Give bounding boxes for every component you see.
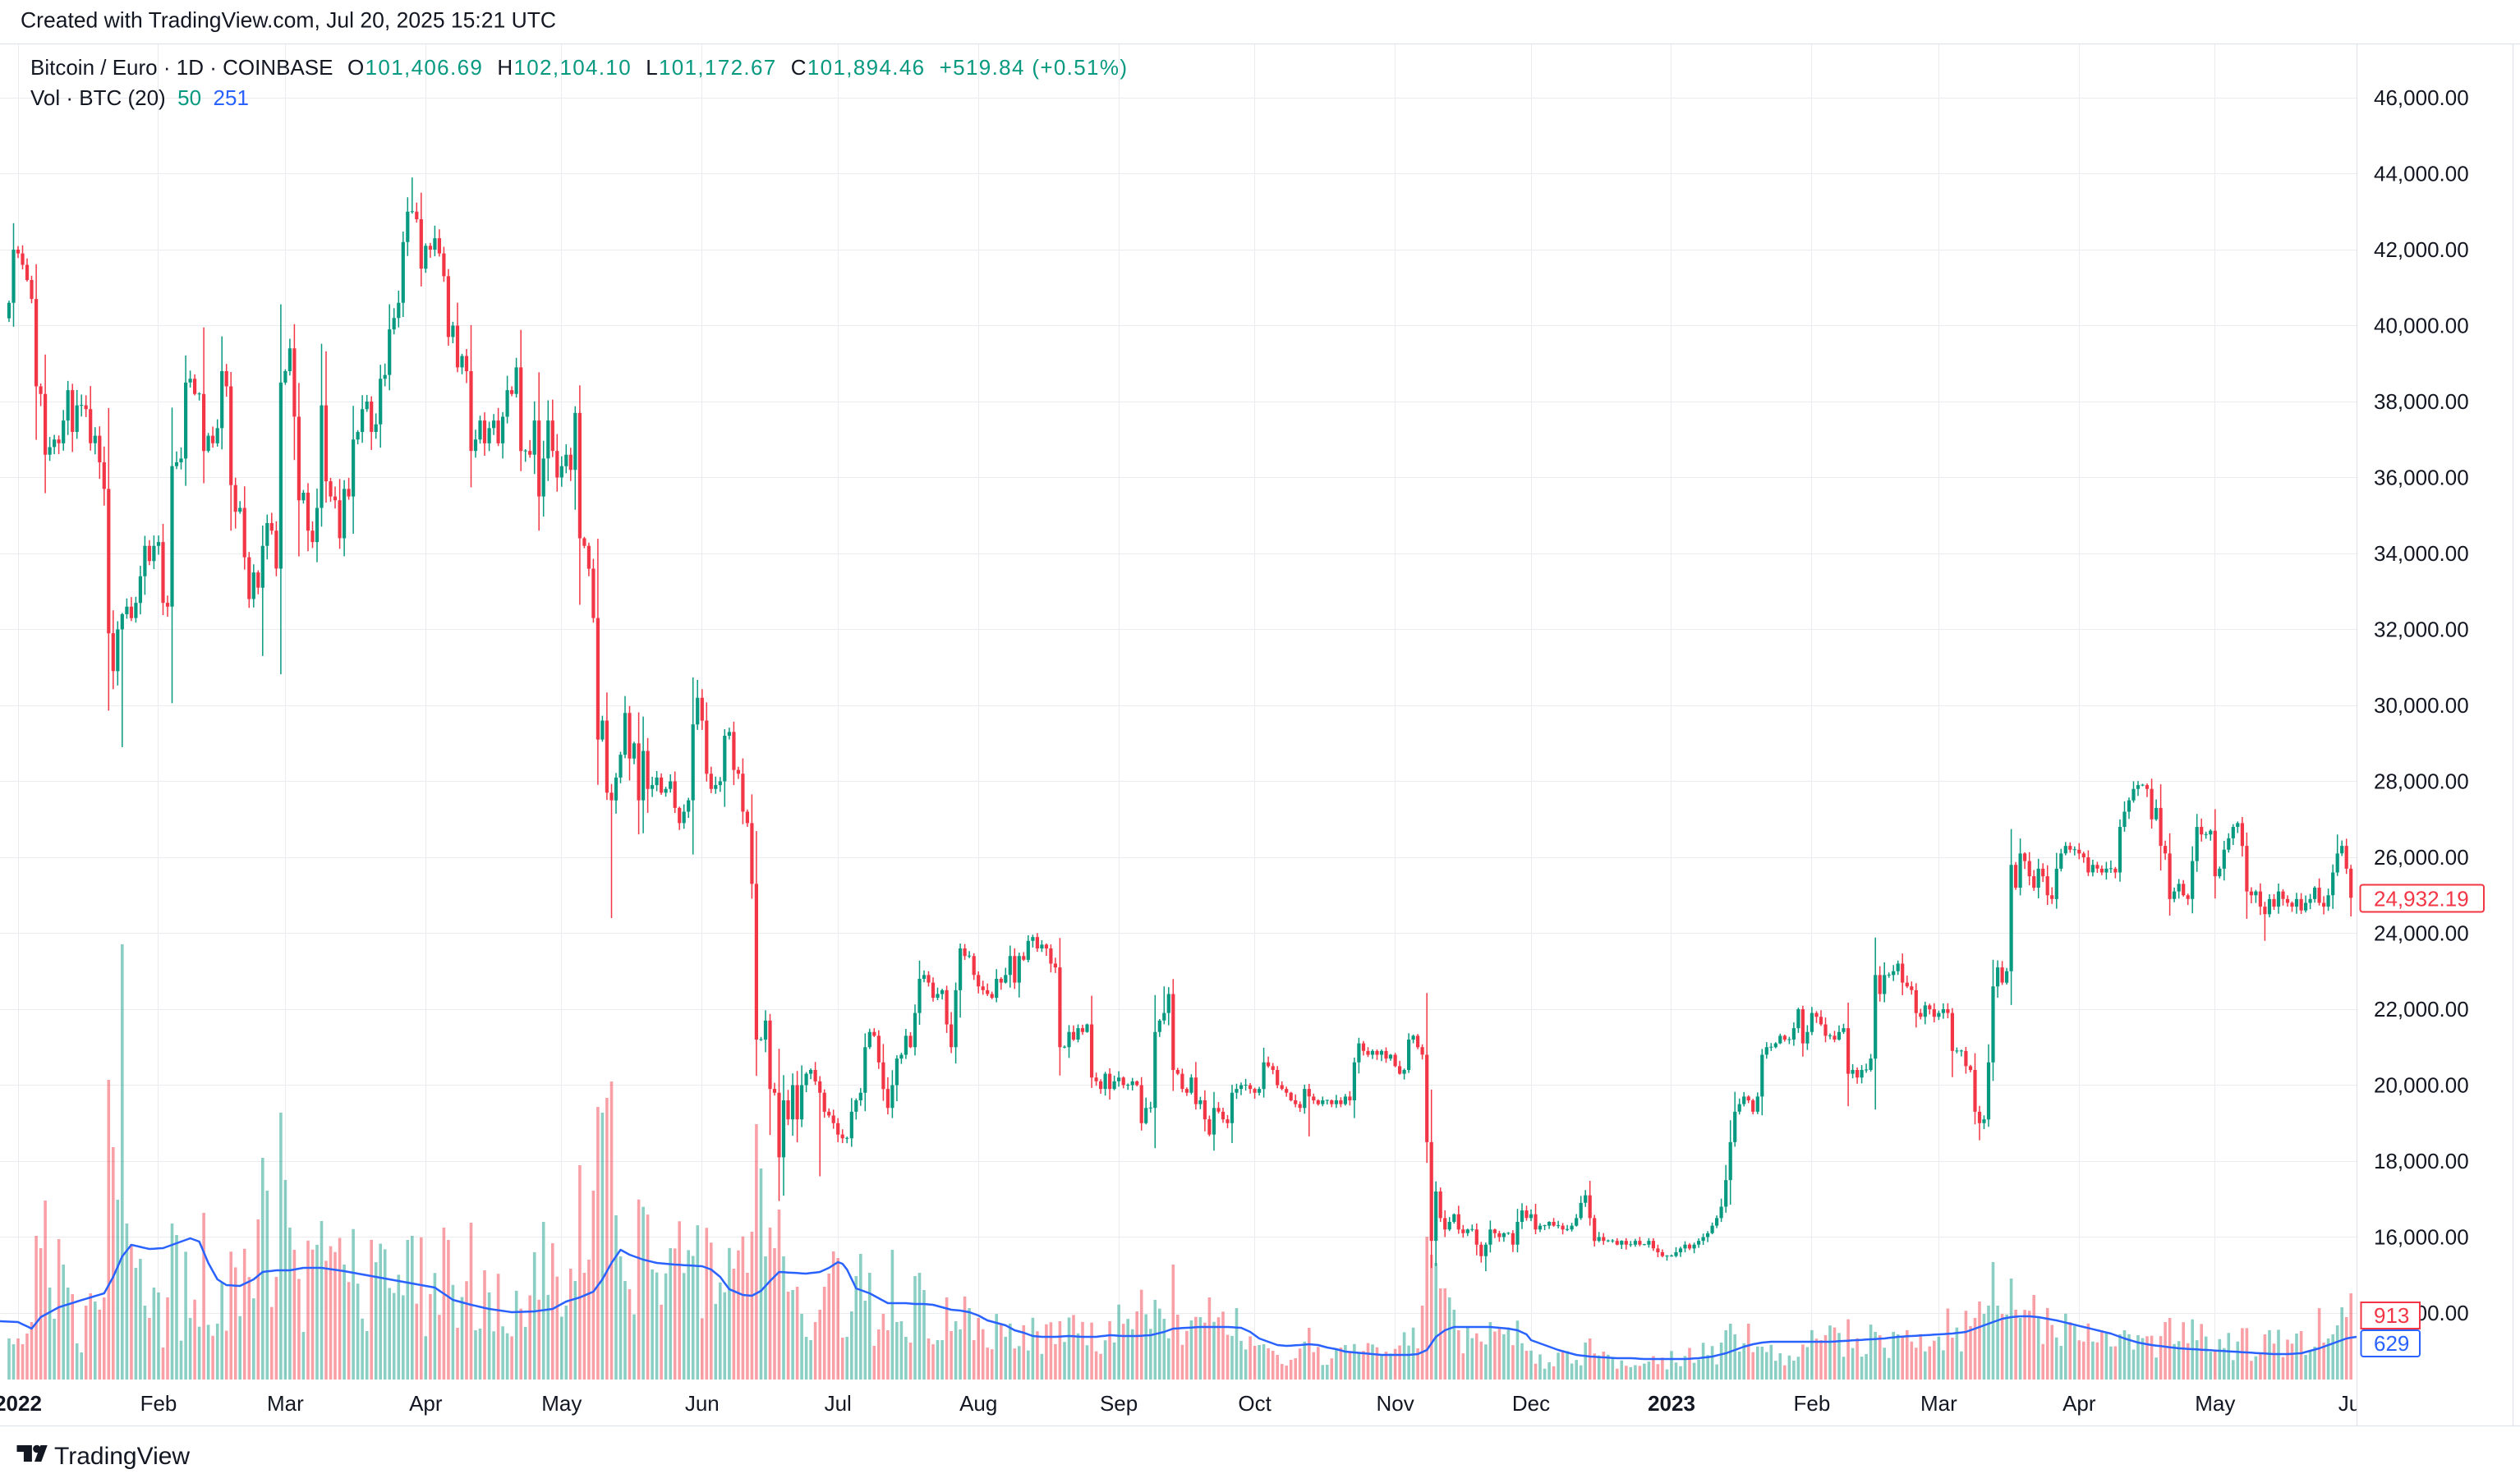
svg-text:Bitcoin / Euro · 1D · COINBASE: Bitcoin / Euro · 1D · COINBASE: [30, 55, 333, 80]
svg-text:30,000.00: 30,000.00: [2374, 693, 2469, 718]
svg-text:Feb: Feb: [140, 1391, 177, 1416]
svg-text:38,000.00: 38,000.00: [2374, 389, 2469, 414]
svg-text:42,000.00: 42,000.00: [2374, 237, 2469, 262]
svg-text:629: 629: [2374, 1331, 2409, 1356]
svg-text:Mar: Mar: [267, 1391, 304, 1416]
svg-text:2022: 2022: [0, 1391, 42, 1416]
svg-text:May: May: [2195, 1391, 2235, 1416]
svg-text:46,000.00: 46,000.00: [2374, 85, 2469, 110]
svg-text:Vol · BTC (20) 50 251: Vol · BTC (20) 50 251: [30, 85, 249, 110]
svg-text:24,932.19: 24,932.19: [2374, 887, 2469, 911]
svg-text:Nov: Nov: [1376, 1391, 1414, 1416]
svg-text:20,000.00: 20,000.00: [2374, 1073, 2469, 1098]
svg-text:Oct: Oct: [1238, 1391, 1271, 1416]
svg-text:913: 913: [2374, 1303, 2409, 1328]
svg-text:34,000.00: 34,000.00: [2374, 541, 2469, 566]
svg-text:Feb: Feb: [1793, 1391, 1830, 1416]
svg-text:40,000.00: 40,000.00: [2374, 314, 2469, 338]
svg-text:Mar: Mar: [1920, 1391, 1957, 1416]
svg-text:36,000.00: 36,000.00: [2374, 466, 2469, 490]
svg-text:TradingView: TradingView: [54, 1443, 190, 1470]
svg-text:28,000.00: 28,000.00: [2374, 769, 2469, 794]
svg-text:18,000.00: 18,000.00: [2374, 1149, 2469, 1173]
svg-text:44,000.00: 44,000.00: [2374, 162, 2469, 186]
svg-text:2023: 2023: [1648, 1391, 1695, 1416]
svg-text:22,000.00: 22,000.00: [2374, 997, 2469, 1022]
svg-text:24,000.00: 24,000.00: [2374, 921, 2469, 946]
svg-text:32,000.00: 32,000.00: [2374, 618, 2469, 642]
svg-text:Apr: Apr: [409, 1391, 443, 1416]
svg-text:O101,406.69 H102,104.10 L101: O101,406.69 H102,104.10 L101,172.67 C101…: [347, 55, 1127, 80]
svg-text:Apr: Apr: [2062, 1391, 2096, 1416]
svg-text:Jul: Jul: [825, 1391, 852, 1416]
svg-text:Dec: Dec: [1512, 1391, 1550, 1416]
svg-text:16,000.00: 16,000.00: [2374, 1225, 2469, 1250]
svg-text:Jun: Jun: [2338, 1391, 2373, 1416]
svg-text:May: May: [541, 1391, 582, 1416]
svg-text:26,000.00: 26,000.00: [2374, 845, 2469, 870]
svg-text:Aug: Aug: [959, 1391, 997, 1416]
svg-text:Jun: Jun: [685, 1391, 720, 1416]
svg-text:Sep: Sep: [1100, 1391, 1138, 1416]
svg-text:Created with TradingView.com,: Created with TradingView.com, Jul 20, 20…: [21, 8, 556, 33]
